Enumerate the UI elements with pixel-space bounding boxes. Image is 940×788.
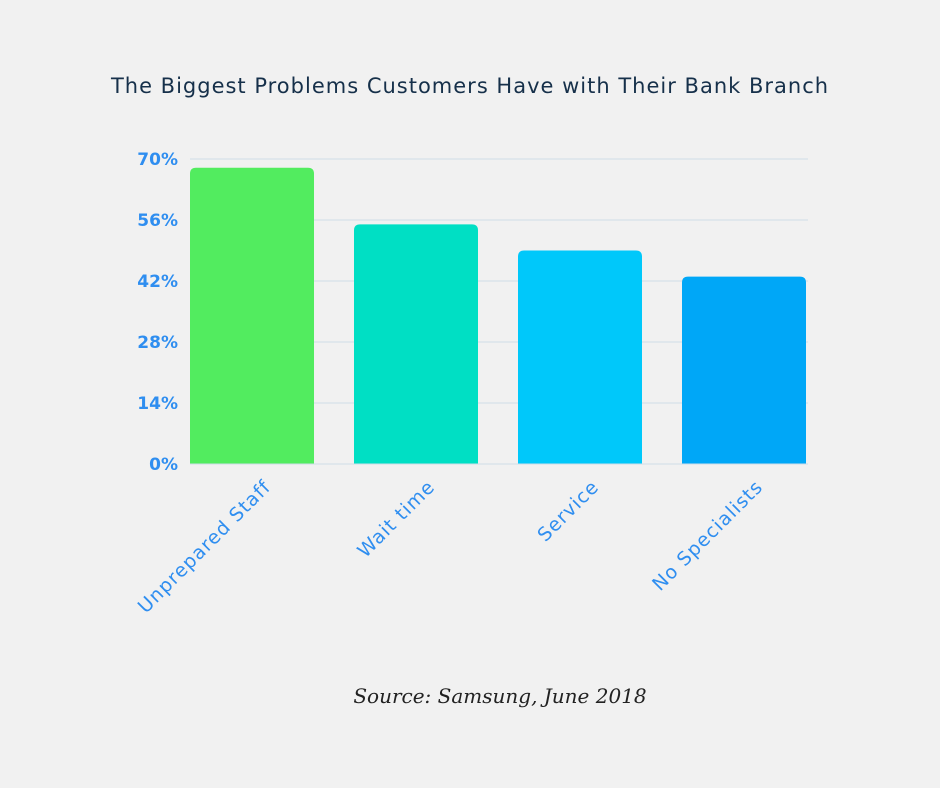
y-tick-label: 0% [149, 455, 178, 475]
bar-no-specialists [682, 276, 806, 464]
y-tick-label: 14% [137, 394, 178, 414]
y-tick-label: 42% [137, 272, 178, 292]
y-tick-label: 56% [137, 211, 178, 231]
y-tick-label: 70% [137, 150, 178, 170]
bar-chart: 0% 14% 28% 42% 56% 70% Unprepared Staff Wait t… [134, 150, 808, 618]
x-tick-label: Service [533, 476, 603, 546]
x-axis-labels: Unprepared Staff Wait time Service No Speci… [134, 476, 768, 618]
bar-service [518, 250, 642, 464]
source-note: Source: Samsung, June 2018 [353, 684, 647, 708]
x-tick-label: Unprepared Staff [134, 476, 276, 618]
bar-unprepared-staff [190, 167, 314, 464]
x-tick-label: Wait time [353, 476, 439, 562]
bar-wait-time [354, 224, 478, 464]
x-tick-label: No Specialists [648, 476, 767, 595]
y-axis-ticks: 0% 14% 28% 42% 56% 70% [137, 150, 178, 475]
chart-title: The Biggest Problems Customers Have with… [110, 74, 830, 98]
y-tick-label: 28% [137, 333, 178, 353]
bars [190, 167, 806, 464]
